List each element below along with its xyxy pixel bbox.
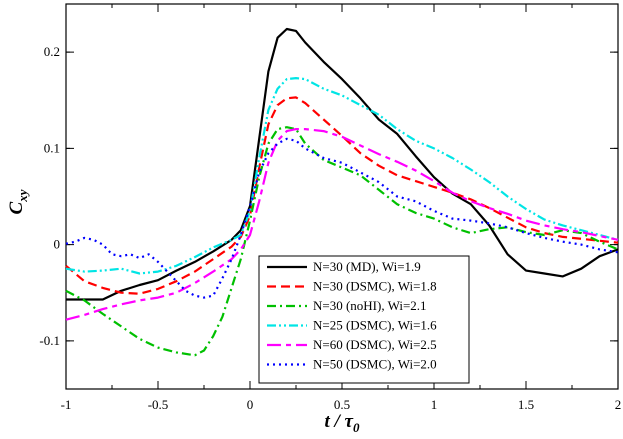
x-tick-label: 0.5 <box>334 397 350 412</box>
legend-label: N=30 (MD), Wi=1.9 <box>313 259 421 274</box>
x-tick-label: 1.5 <box>518 397 534 412</box>
legend-label: N=50 (DSMC), Wi=2.0 <box>313 357 437 372</box>
y-tick-label: -0.1 <box>39 333 60 348</box>
series-line-2 <box>65 96 619 295</box>
y-tick-label: 0.1 <box>44 140 60 155</box>
legend-label: N=60 (DSMC), Wi=2.5 <box>313 337 437 352</box>
x-tick-label: 0 <box>247 397 254 412</box>
series-line-3 <box>65 126 619 357</box>
x-tick-label: 1 <box>431 397 438 412</box>
series-line-6 <box>65 137 619 299</box>
y-axis-title-subscript: xy <box>15 189 30 203</box>
y-tick-label: 0 <box>54 237 61 252</box>
legend-label: N=30 (DSMC), Wi=1.8 <box>313 279 437 294</box>
data-series <box>65 27 619 357</box>
x-tick-label: -0.5 <box>148 397 169 412</box>
x-axis-title-subscript: 0 <box>353 420 360 435</box>
series-line-4 <box>65 77 619 275</box>
x-axis-title: t / τ0 <box>325 411 361 435</box>
y-tick-label: 0.2 <box>44 44 60 59</box>
legend-box <box>258 255 470 384</box>
y-axis-title: Cxy <box>6 189 30 214</box>
legend-label: N=25 (DSMC), Wi=1.6 <box>313 318 437 333</box>
legend-entries: N=30 (MD), Wi=1.9 N=30 (DSMC), Wi=1.8 N=30… <box>267 259 437 372</box>
x-tick-label: -1 <box>61 397 72 412</box>
series-line-5 <box>65 128 619 321</box>
legend: N=30 (MD), Wi=1.9 N=30 (DSMC), Wi=1.8 N=30… <box>258 255 470 384</box>
axis-ticks: -1 -0.5 0 0.5 1 1.5 2 -0.1 0 0.1 0.2 <box>39 4 621 412</box>
legend-label: N=30 (noHI), Wi=2.1 <box>313 298 427 313</box>
x-tick-label: 2 <box>615 397 622 412</box>
